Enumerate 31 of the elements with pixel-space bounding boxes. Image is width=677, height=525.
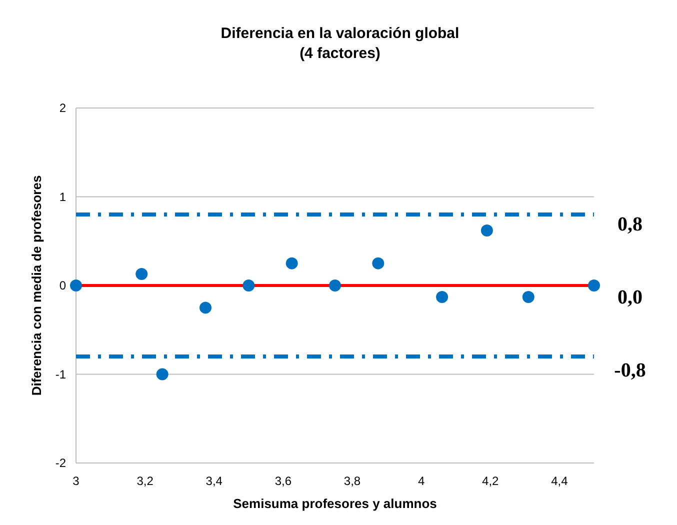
x-tick-label: 3,2 <box>136 474 154 488</box>
y-tick-label: 0 <box>59 278 66 293</box>
point <box>436 291 448 304</box>
x-tick-label: 3,6 <box>274 474 292 488</box>
point <box>136 268 148 280</box>
point <box>522 291 534 304</box>
x-tick-label: 4,2 <box>482 474 500 488</box>
point <box>242 280 255 292</box>
ref-line-label: 0,8 <box>618 214 642 236</box>
x-tick-label: 4 <box>418 474 425 488</box>
point <box>70 280 82 292</box>
point <box>372 257 384 270</box>
y-tick-label: 1 <box>59 190 66 204</box>
ref-line-label: -0,8 <box>614 360 646 382</box>
point <box>480 224 493 236</box>
x-tick-label: 4,4 <box>551 474 568 488</box>
point <box>588 280 600 292</box>
chart-title: Diferencia en la valoración global (4 factores) <box>220 25 460 62</box>
point <box>200 302 212 314</box>
y-tick-label: 2 <box>59 101 66 116</box>
x-tick-label: 3,8 <box>344 474 361 488</box>
x-tick-label: 3,4 <box>206 474 223 488</box>
ref-line-label: 0,0 <box>618 286 642 308</box>
y-tick-label: -1 <box>55 367 66 382</box>
y-axis-title: Diferencia con media de profesores <box>29 175 44 396</box>
point <box>329 280 341 292</box>
x-axis-title: Semisuma profesores y alumnos <box>233 496 437 511</box>
x-tick-label: 3 <box>72 474 80 488</box>
point <box>286 257 298 270</box>
point <box>156 368 168 380</box>
y-tick-label: -2 <box>55 456 66 470</box>
